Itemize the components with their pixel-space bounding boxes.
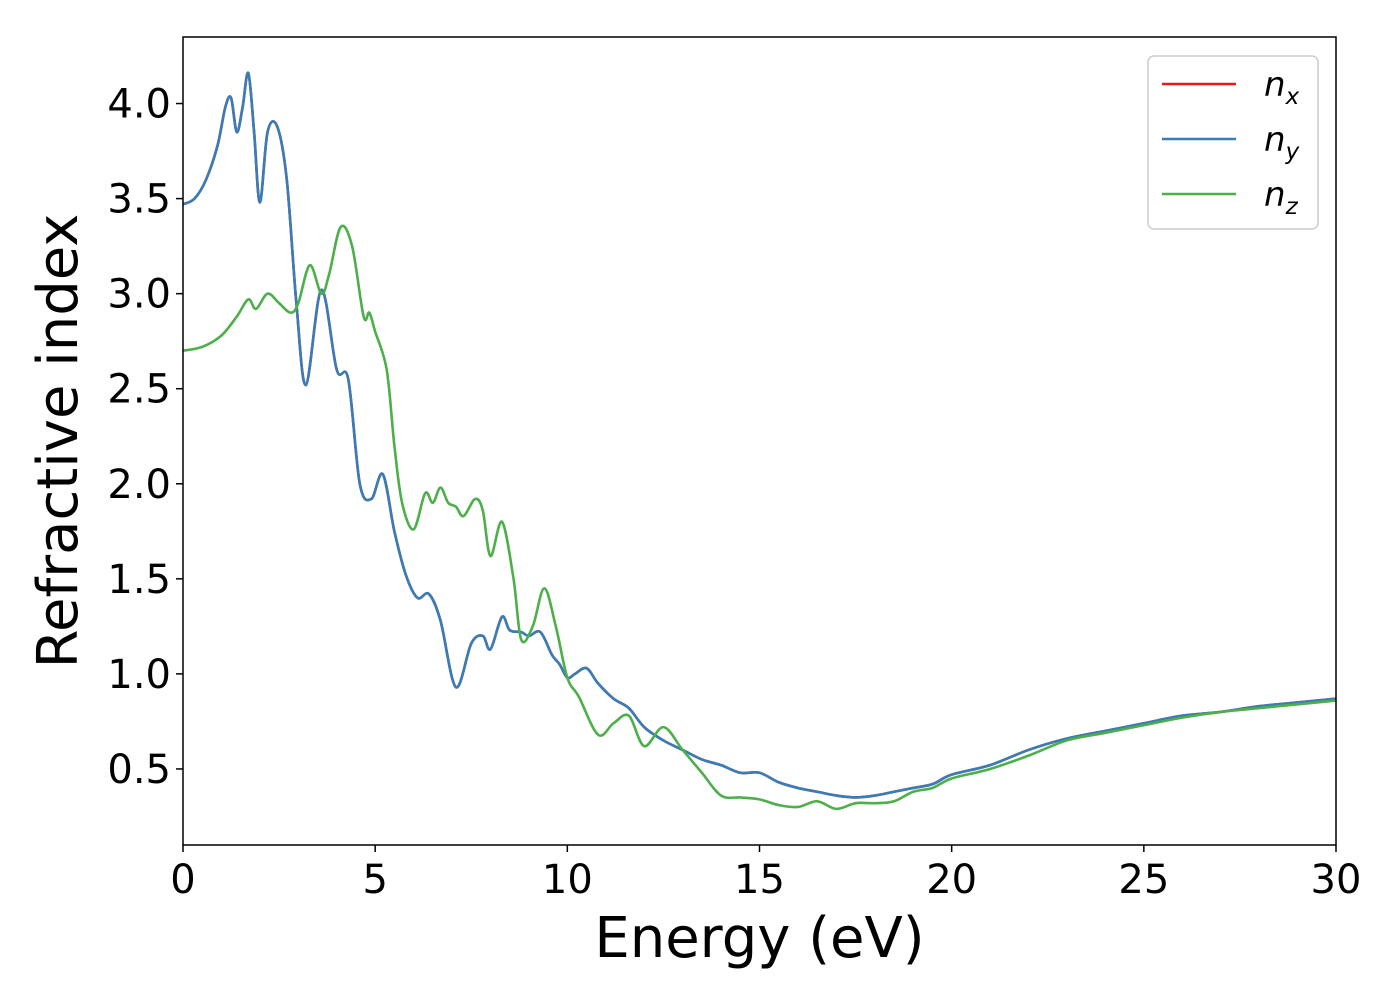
y-tick-label: 1.5	[107, 557, 171, 603]
x-tick-label: 0	[170, 857, 195, 903]
x-axis-ticks: 0 5 10 15 20 25 30	[170, 845, 1361, 903]
x-tick-label: 10	[542, 857, 593, 903]
y-tick-label: 0.5	[107, 747, 171, 793]
legend-label-n-y: ny	[1264, 120, 1300, 165]
x-tick-label: 30	[1311, 857, 1362, 903]
x-tick-label: 5	[362, 857, 387, 903]
y-axis-label: Refractive index	[26, 214, 91, 669]
legend-box	[1147, 55, 1319, 230]
y-tick-label: 3.0	[107, 272, 171, 318]
series-layer	[183, 71, 1336, 811]
legend-label-n-z: nz	[1264, 175, 1299, 220]
y-tick-label: 4.0	[107, 82, 171, 128]
y-axis-ticks: 0.5 1.0 1.5 2.0 2.5 3.0 3.5 4.0	[107, 82, 183, 793]
y-tick-label: 1.0	[107, 652, 171, 698]
y-tick-label: 2.5	[107, 367, 171, 413]
series-line-n-z	[183, 224, 1336, 811]
y-tick-label: 3.5	[107, 177, 171, 223]
x-tick-label: 25	[1118, 857, 1169, 903]
x-tick-label: 20	[926, 857, 977, 903]
legend-entries: nx ny nz	[1162, 65, 1300, 220]
legend-label-n-x: nx	[1264, 65, 1300, 110]
y-tick-label: 2.0	[107, 462, 171, 508]
legend: nx ny nz	[1147, 55, 1319, 230]
x-axis-label: Energy (eV)	[594, 906, 924, 971]
x-tick-label: 15	[734, 857, 785, 903]
